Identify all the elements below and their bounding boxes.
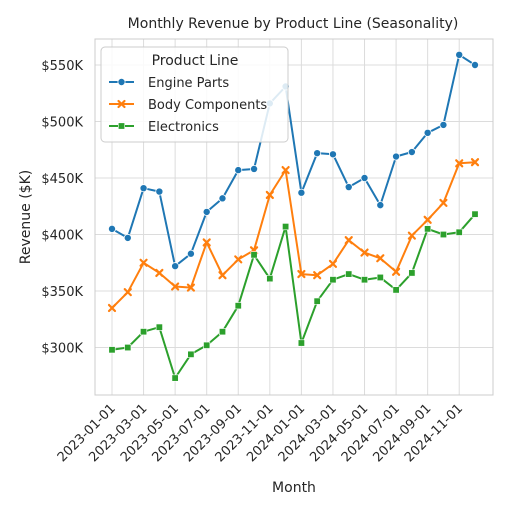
data-point-electronics [361,277,367,283]
legend: Product Line Engine Parts Body Components… [101,47,288,142]
data-point-engine-parts [250,165,257,172]
data-point-body-components [125,289,131,295]
data-point-electronics [125,344,131,350]
data-point-engine-parts [329,151,336,158]
y-tick-labels: $300K $350K $400K $450K $500K $550K [41,59,83,357]
data-point-electronics [456,229,462,235]
data-point-engine-parts [187,250,194,257]
data-point-electronics [219,329,225,335]
data-point-engine-parts [219,195,226,202]
data-point-engine-parts [392,153,399,160]
data-point-electronics [393,287,399,293]
data-point-engine-parts [235,166,242,173]
data-point-engine-parts [172,263,179,270]
x-axis-label: Month [272,480,316,496]
data-point-engine-parts [298,189,305,196]
data-point-engine-parts [361,174,368,181]
legend-swatch-marker [118,78,125,85]
data-point-engine-parts [456,51,463,58]
data-point-engine-parts [377,202,384,209]
data-point-electronics [172,375,178,381]
legend-label: Engine Parts [148,76,229,91]
data-point-engine-parts [140,185,147,192]
y-axis-label: Revenue ($K) [18,170,34,264]
y-tick-label: $300K [41,342,83,357]
data-point-electronics [203,342,209,348]
data-point-electronics [109,347,115,353]
data-point-electronics [346,271,352,277]
y-tick-label: $450K [41,172,83,187]
data-point-electronics [472,211,478,217]
data-point-electronics [314,298,320,304]
data-point-body-components [346,237,352,243]
data-point-engine-parts [314,150,321,157]
y-tick-label: $500K [41,116,83,131]
data-point-engine-parts [124,234,131,241]
data-point-electronics [282,223,288,229]
data-point-electronics [251,252,257,258]
legend-label: Body Components [148,98,267,113]
data-point-electronics [235,303,241,309]
data-point-engine-parts [203,208,210,215]
y-tick-label: $350K [41,285,83,300]
data-point-engine-parts [345,183,352,190]
data-point-electronics [298,340,304,346]
data-point-electronics [156,324,162,330]
data-point-engine-parts [156,188,163,195]
data-point-electronics [440,231,446,237]
legend-swatch-marker [118,123,124,129]
data-point-electronics [188,351,194,357]
series-line-electronics [112,214,475,378]
data-point-engine-parts [424,129,431,136]
data-point-electronics [267,275,273,281]
data-point-engine-parts [471,61,478,68]
legend-title: Product Line [152,53,239,69]
data-point-engine-parts [108,225,115,232]
y-tick-label: $400K [41,229,83,244]
y-tick-label: $550K [41,59,83,74]
x-tick-labels: 2023-01-012023-03-012023-05-012023-07-01… [55,401,466,465]
series-electronics [109,211,478,381]
data-point-electronics [330,277,336,283]
data-point-electronics [377,274,383,280]
data-point-engine-parts [408,148,415,155]
legend-label: Electronics [148,120,219,135]
data-point-electronics [140,329,146,335]
data-point-electronics [409,270,415,276]
data-point-engine-parts [440,121,447,128]
chart-title: Monthly Revenue by Product Line (Seasona… [128,16,459,32]
data-point-electronics [424,226,430,232]
data-point-body-components [156,270,162,276]
